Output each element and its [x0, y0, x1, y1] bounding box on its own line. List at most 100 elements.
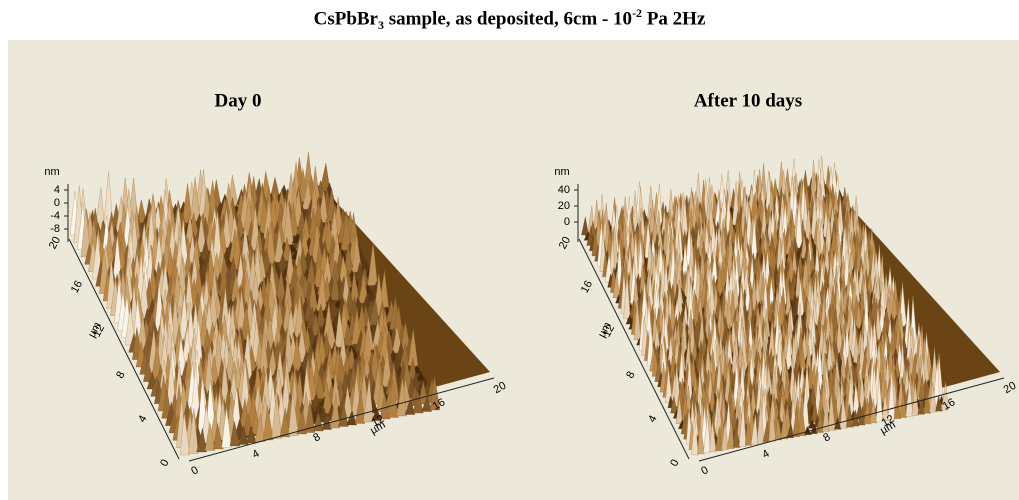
spike: [774, 416, 783, 441]
spike: [328, 299, 339, 317]
spike: [887, 368, 896, 420]
spike: [188, 408, 199, 454]
spike: [875, 375, 884, 422]
y-axis: [578, 238, 690, 460]
spike: [340, 214, 352, 251]
spike: [905, 379, 913, 417]
spike: [315, 374, 326, 399]
z-unit: nm: [554, 166, 569, 178]
spike: [334, 309, 346, 348]
spike: [277, 252, 289, 270]
spike: [935, 395, 943, 412]
y-tick-label: 4: [646, 413, 659, 424]
x-tick-label: 12: [880, 413, 897, 430]
spike: [665, 367, 673, 403]
spike: [358, 273, 369, 304]
spike: [321, 412, 332, 430]
spike: [941, 381, 949, 411]
spike: [229, 421, 241, 447]
z-tick-label: 0: [54, 197, 60, 209]
spike: [274, 227, 285, 263]
spike: [727, 418, 735, 449]
spike: [857, 406, 866, 426]
z-tick-label: 40: [558, 184, 570, 196]
spike: [322, 381, 333, 414]
z-tick-label: -8: [50, 223, 60, 235]
spike: [869, 398, 878, 424]
spike: [855, 301, 863, 329]
spike: [591, 228, 600, 257]
spike: [784, 331, 793, 370]
x-tick-label: 4: [250, 448, 261, 461]
spike: [631, 190, 639, 232]
z-unit: nm: [44, 166, 59, 178]
x-axis: [188, 377, 495, 462]
x-tick-label: 20: [492, 380, 509, 397]
title-part: Pa 2Hz: [642, 8, 706, 30]
spike: [792, 406, 800, 437]
spike: [379, 392, 391, 420]
spike: [246, 425, 257, 444]
z-tick-label: 4: [54, 184, 60, 196]
spike: [263, 405, 274, 441]
spike: [881, 392, 890, 421]
spike: [670, 396, 678, 414]
spike: [822, 398, 830, 432]
spike: [296, 409, 307, 435]
y-tick-label: 8: [114, 369, 127, 380]
spike: [633, 300, 642, 340]
spike: [780, 406, 788, 440]
y-tick-label: 16: [579, 279, 595, 295]
spike: [388, 379, 399, 418]
spike: [715, 426, 723, 451]
spike: [744, 415, 753, 446]
spike: [413, 388, 424, 414]
spike: [791, 302, 799, 318]
spike: [750, 413, 759, 445]
spike: [240, 304, 251, 341]
spike: [404, 398, 416, 415]
y-tick-label: 12: [91, 323, 107, 339]
x-tick-label: 4: [760, 448, 771, 461]
x-tick-label: 8: [311, 431, 322, 444]
spike: [911, 382, 919, 416]
panel-title: After 10 days: [694, 90, 802, 111]
spike: [295, 363, 307, 379]
spike: [319, 163, 331, 191]
spike: [396, 377, 407, 417]
spike: [265, 221, 277, 264]
spike: [738, 400, 747, 447]
z-tick-label: 20: [558, 200, 570, 212]
spike: [204, 422, 216, 451]
x-axis: [698, 377, 1005, 462]
x-tick-label: 8: [821, 431, 832, 444]
spike: [329, 394, 341, 429]
spike: [304, 399, 316, 433]
z-tick-label: 0: [564, 216, 570, 228]
spike: [623, 273, 631, 319]
spike: [136, 199, 147, 224]
spike: [732, 423, 741, 448]
y-tick-label: 20: [557, 235, 573, 251]
spike: [213, 423, 224, 450]
spike: [238, 425, 249, 445]
spike: [310, 392, 321, 408]
spike: [179, 412, 191, 456]
spike: [124, 305, 136, 346]
spike: [314, 401, 325, 415]
z-tick-label: -4: [50, 210, 60, 222]
x-tick-label: 16: [431, 396, 448, 413]
title-part: sample, as deposited, 6cm - 10: [384, 8, 633, 30]
spike: [816, 409, 824, 433]
y-tick-label: 16: [69, 279, 85, 295]
spike: [338, 403, 349, 427]
spike: [917, 397, 925, 415]
x-tick-label: 16: [941, 396, 958, 413]
y-tick-label: 12: [601, 323, 617, 339]
spike: [709, 421, 717, 452]
spike: [703, 415, 711, 454]
y-tick-label: 0: [668, 457, 681, 468]
figure-title: CsPbBr3 sample, as deposited, 6cm - 10-2…: [0, 6, 1019, 33]
